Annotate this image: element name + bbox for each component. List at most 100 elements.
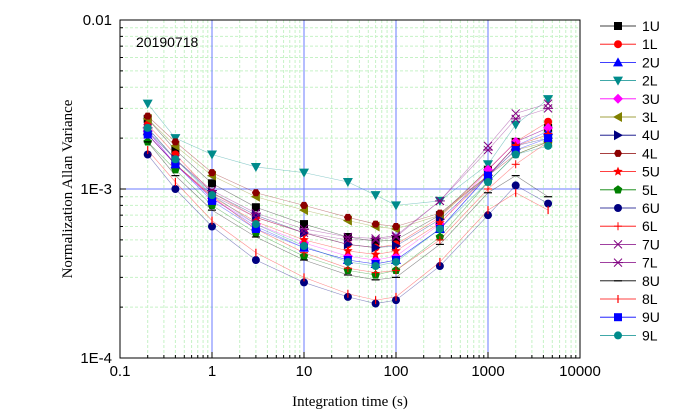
legend-item-1U: 1U <box>600 18 660 34</box>
legend-marker <box>614 204 622 212</box>
data-point-7L <box>510 114 521 124</box>
data-point-2L <box>510 120 521 130</box>
data-point-9L <box>251 220 260 229</box>
data-point-7L <box>370 234 381 243</box>
series-line-1L <box>147 121 549 248</box>
data-point-7L <box>250 208 261 218</box>
legend-item-9L: 9L <box>600 327 658 343</box>
legend-item-7U: 7U <box>600 236 660 252</box>
data-point-9L <box>484 178 492 187</box>
data-point-7U <box>483 141 493 151</box>
legend-item-2L: 2L <box>600 73 658 89</box>
legend-label: 8U <box>642 273 660 289</box>
legend-item-6U: 6U <box>600 200 660 216</box>
y-tick-label: 0.01 <box>83 12 112 29</box>
x-tick-label: 100 <box>383 363 408 380</box>
legend-item-7L: 7L <box>600 255 658 271</box>
legend-marker <box>613 93 623 104</box>
legend-item-4L: 4L <box>600 145 658 161</box>
legend-label: 3U <box>642 91 660 107</box>
data-point-4L <box>371 220 380 228</box>
legend-marker <box>613 112 622 122</box>
series-line-3U <box>147 127 549 261</box>
data-point-2L <box>342 178 353 188</box>
legend-label: 6L <box>642 218 658 234</box>
legend-label: 7U <box>642 236 660 252</box>
series-line-6L <box>147 134 549 273</box>
axis-ticks: 0.1 1 10 100 1000 10000 1E-4 1E-3 0.01 <box>80 12 601 380</box>
data-point-9L <box>171 155 180 164</box>
data-point-1U <box>300 220 308 229</box>
data-point-7L <box>543 104 554 113</box>
data-point-9L <box>143 123 152 132</box>
legend-label: 4U <box>642 127 660 143</box>
legend-marker <box>614 331 622 340</box>
series-line-8U <box>147 141 549 281</box>
data-point-2L <box>250 162 261 172</box>
data-point-9U <box>544 134 553 143</box>
data-point-9U <box>511 146 520 155</box>
legend-label: 5L <box>642 182 658 198</box>
legend-label: 5U <box>642 164 660 180</box>
legend-label: 9U <box>642 309 660 325</box>
data-point-7L <box>342 232 353 242</box>
legend-marker <box>614 149 622 157</box>
legend-label: 2U <box>642 54 660 70</box>
data-point-6U <box>300 278 308 287</box>
data-point-6L <box>435 235 444 244</box>
data-point-1U <box>171 146 180 155</box>
series-6U <box>143 150 553 308</box>
data-point-1U <box>251 203 260 212</box>
grid <box>120 20 580 358</box>
data-point-1U <box>208 179 216 188</box>
data-point-7L <box>483 145 493 155</box>
series-line-2U <box>147 130 549 265</box>
series-8U <box>143 141 553 281</box>
x-tick-label: 1000 <box>471 363 504 380</box>
data-point-4L <box>343 213 352 221</box>
legend-label: 6U <box>642 200 660 216</box>
data-point-2L <box>142 99 153 109</box>
y-tick-label: 1E-3 <box>80 181 112 198</box>
data-point-6U <box>511 181 520 190</box>
legend-marker <box>614 40 622 49</box>
legend-item-6L: 6L <box>600 218 658 234</box>
data-point-4L <box>143 112 152 120</box>
data-point-9U <box>251 224 260 233</box>
legend-item-8L: 8L <box>600 291 658 307</box>
x-tick-label: 1 <box>208 363 216 380</box>
data-point-1U <box>392 235 400 244</box>
data-point-7U <box>299 228 309 238</box>
series-8L <box>147 146 549 305</box>
data-point-4L <box>392 223 400 230</box>
data-point-3U <box>543 122 554 133</box>
x-tick-label: 10 <box>296 363 313 380</box>
data-point-6L <box>484 185 492 193</box>
legend-item-3L: 3L <box>600 109 658 125</box>
data-point-2L <box>543 95 554 105</box>
legend-marker <box>614 22 622 30</box>
data-point-7U <box>391 232 401 242</box>
legend-marker <box>613 240 623 249</box>
x-tick-label: 10000 <box>559 363 601 380</box>
legend-label: 8L <box>642 291 658 307</box>
data-point-2L <box>207 150 217 160</box>
data-point-4U <box>371 242 381 253</box>
data-point-7U <box>251 212 261 222</box>
legend-item-5U: 5U <box>600 164 660 180</box>
legend-item-1L: 1L <box>600 36 658 52</box>
legend-item-4U: 4U <box>600 127 660 143</box>
data-point-4L <box>435 209 444 217</box>
legend-item-9U: 9U <box>600 309 660 325</box>
legend-label: 2L <box>642 73 658 89</box>
data-point-1L <box>544 117 553 126</box>
legend-marker <box>614 313 622 322</box>
data-point-7U <box>371 235 380 245</box>
data-point-9L <box>435 224 444 233</box>
legend: 1U 1L 2U 2L 3U 3L 4U 4L 5U 5L 6U 6L 7U 7L 8U 8L 9U 9L <box>600 18 660 343</box>
series-line-6U <box>147 154 549 304</box>
data-point-6U <box>143 150 152 159</box>
y-axis-title: Normalization Allan Variance <box>60 99 76 278</box>
data-point-9L <box>300 241 308 250</box>
legend-marker <box>613 258 623 267</box>
